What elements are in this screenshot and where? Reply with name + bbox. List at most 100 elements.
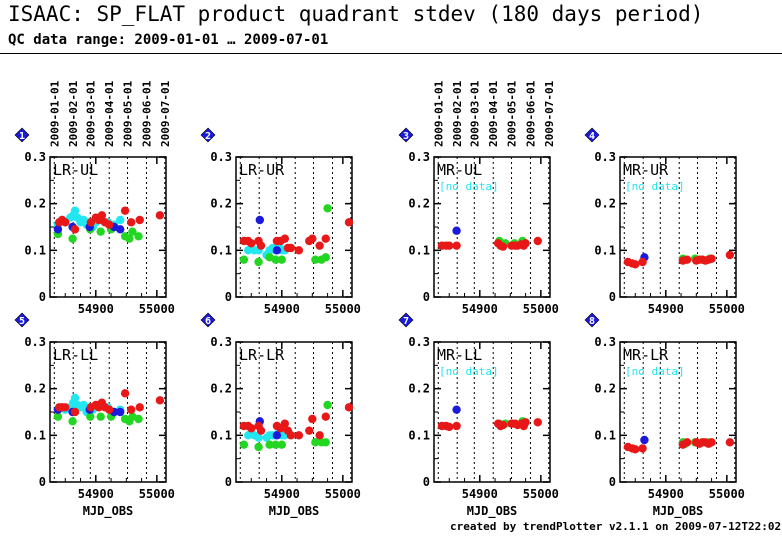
x-tick-label: 55000	[325, 302, 361, 316]
data-point-red	[682, 438, 692, 447]
x-tick-label: 55000	[139, 487, 175, 501]
x-tick-label: 55000	[709, 302, 745, 316]
y-tick-label: 0	[39, 290, 46, 304]
data-point-red	[70, 407, 80, 417]
data-point-red	[682, 255, 692, 264]
data-point-red	[533, 418, 542, 427]
panel-label: MR-UL	[437, 161, 482, 179]
data-point-green	[271, 440, 280, 449]
x-tick-label: 55000	[523, 302, 559, 316]
footer-credit: created by trendPlotter v2.1.1 on 2009-0…	[450, 520, 782, 533]
x-tick-label: 54900	[462, 302, 498, 316]
data-point-green	[128, 227, 137, 236]
data-point-red	[321, 234, 330, 243]
x-tick-label: 55000	[709, 487, 745, 501]
title-divider	[0, 53, 782, 54]
panel-number: 1	[19, 131, 25, 142]
panel-badge-icon	[584, 127, 600, 143]
data-point-red	[120, 206, 130, 215]
data-point-red	[308, 234, 317, 243]
y-tick-label: 0.1	[408, 243, 430, 257]
data-point-red	[638, 257, 647, 267]
y-tick-label: 0.1	[210, 428, 232, 442]
data-point-red	[120, 389, 130, 398]
data-point-red	[452, 241, 461, 250]
date-tick-label: 2009-02-01	[67, 80, 80, 147]
y-tick-label: 0.1	[594, 428, 616, 442]
panel-4: 0 0.1 0.2 0.3 54900 55000 4 MR-UR[no data]	[584, 127, 745, 316]
data-point-green	[321, 253, 330, 262]
data-point-red	[61, 403, 70, 412]
panel-label: LR-LR	[239, 346, 285, 364]
no-data-note: [no data]	[439, 365, 499, 378]
data-point-red	[127, 218, 136, 227]
x-tick-label: 54900	[264, 302, 300, 316]
data-point-green	[96, 227, 105, 236]
data-point-red	[631, 445, 640, 454]
data-point-cyan	[244, 246, 253, 255]
y-tick-label: 0	[609, 475, 616, 489]
data-point-green	[277, 255, 286, 264]
data-point-blue	[640, 435, 649, 445]
data-point-red	[344, 403, 354, 412]
data-point-red	[280, 419, 290, 428]
data-point-green	[323, 400, 332, 410]
data-point-green	[311, 438, 320, 447]
y-tick-label: 0.2	[594, 197, 616, 211]
x-tick-label: 54900	[264, 487, 300, 501]
x-axis-label: MJD_OBS	[653, 504, 704, 519]
y-tick-label: 0.3	[24, 335, 46, 349]
data-point-red	[135, 403, 144, 412]
y-tick-label: 0.3	[408, 150, 430, 164]
date-tick-label: 2009-05-01	[122, 80, 135, 147]
data-point-green	[68, 417, 77, 426]
panel-number: 7	[403, 316, 409, 327]
x-axis-label: MJD_OBS	[269, 504, 320, 519]
panel-badge-icon	[584, 312, 600, 328]
data-point-red	[294, 246, 304, 255]
y-tick-label: 0	[423, 475, 430, 489]
data-point-red	[247, 239, 256, 248]
y-tick-label: 0.2	[408, 382, 430, 396]
data-point-red	[286, 243, 296, 253]
data-point-red	[707, 254, 716, 263]
x-tick-label: 54900	[78, 487, 114, 501]
panel-3: 0 0.1 0.2 0.3 54900 55000 2009-01-01 2009-02-01…	[398, 80, 559, 316]
data-point-red	[707, 438, 716, 447]
y-tick-label: 0	[609, 290, 616, 304]
panel-number: 4	[589, 131, 595, 142]
data-point-green	[321, 438, 330, 447]
data-point-blue	[452, 405, 461, 414]
data-point-red	[105, 405, 114, 414]
date-tick-label: 2009-07-01	[543, 80, 556, 147]
y-tick-label: 0.2	[594, 382, 616, 396]
data-point-red	[533, 236, 542, 246]
date-tick-label: 2009-04-01	[487, 80, 500, 147]
data-point-red	[445, 422, 454, 432]
data-point-blue	[116, 407, 125, 417]
date-tick-label: 2009-02-01	[451, 80, 464, 147]
y-tick-label: 0.2	[24, 382, 46, 396]
date-tick-label: 2009-03-01	[84, 80, 97, 147]
data-point-red	[498, 420, 508, 430]
data-point-blue	[452, 226, 461, 235]
panel-7: 0 0.1 0.2 0.3 54900 55000 MJD_OBS 7 MR-LL[no dat…	[398, 312, 559, 519]
data-point-cyan	[244, 431, 253, 440]
panel-label: LR-UR	[239, 161, 285, 179]
x-tick-label: 54900	[648, 487, 684, 501]
data-point-red	[294, 431, 304, 440]
x-tick-label: 54900	[462, 487, 498, 501]
x-tick-label: 55000	[523, 487, 559, 501]
date-tick-label: 2009-04-01	[103, 80, 116, 147]
panel-label: LR-LL	[53, 346, 98, 364]
data-point-red	[280, 234, 290, 243]
panel-8: 0 0.1 0.2 0.3 54900 55000 MJD_OBS 8 MR-LR[no dat…	[584, 312, 745, 519]
panel-number: 3	[403, 131, 409, 142]
data-point-cyan	[116, 215, 125, 225]
data-point-cyan	[70, 393, 80, 403]
data-point-green	[265, 440, 274, 449]
panel-badge-icon	[398, 312, 414, 328]
date-tick-label: 2009-01-01	[432, 80, 445, 147]
y-tick-label: 0.3	[210, 335, 232, 349]
